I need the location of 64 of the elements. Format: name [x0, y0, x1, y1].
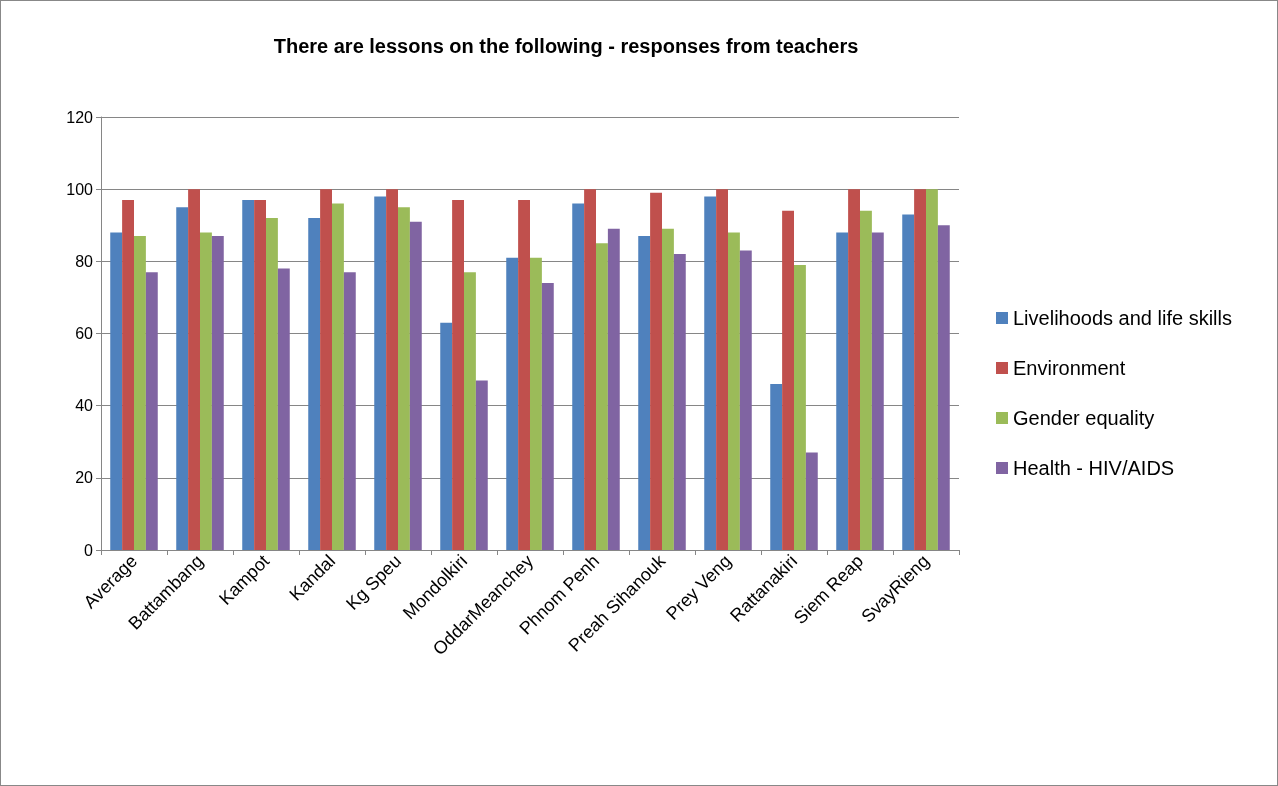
- bar: [607, 228, 620, 550]
- y-tick-label: 60: [75, 325, 94, 342]
- y-tick-label: 0: [84, 541, 94, 559]
- bar: [782, 210, 794, 550]
- bar: [464, 272, 476, 550]
- bar: [398, 207, 410, 550]
- bar: [506, 257, 519, 550]
- bar: [176, 207, 189, 550]
- y-tick-label: 120: [66, 108, 94, 126]
- bar: [794, 264, 806, 550]
- bar: [518, 199, 530, 550]
- legend-label: Livelihoods and life skills: [1013, 307, 1233, 329]
- bar: [937, 225, 950, 550]
- bar: [266, 218, 278, 550]
- bar: [308, 218, 321, 550]
- bar: [638, 236, 651, 550]
- bar: [704, 196, 717, 550]
- bar: [902, 214, 915, 550]
- bar: [145, 272, 158, 550]
- bar: [848, 189, 860, 550]
- bar: [716, 189, 728, 550]
- y-tick-label: 100: [66, 180, 94, 198]
- bar: [871, 232, 884, 550]
- legend-label: Health - HIV/AIDS: [1013, 457, 1175, 479]
- bar: [374, 196, 387, 550]
- y-tick-label: 40: [75, 397, 94, 415]
- chart-title: There are lessons on the following - responses from teachers: [273, 35, 859, 57]
- bar: [452, 199, 464, 550]
- bar: [530, 257, 542, 550]
- bar: [277, 268, 290, 550]
- bar: [188, 189, 200, 550]
- bar: [254, 199, 266, 550]
- bar: [662, 228, 674, 550]
- bar: [475, 380, 488, 550]
- bar: [728, 232, 740, 550]
- bar: [541, 282, 554, 550]
- bar: [343, 272, 356, 550]
- bar: [596, 243, 608, 550]
- bar: [860, 210, 872, 550]
- y-tick-label: 80: [75, 252, 94, 270]
- bar: [122, 199, 134, 550]
- bar: [110, 232, 123, 550]
- bar: [320, 189, 332, 550]
- bar: [926, 189, 938, 550]
- bar: [584, 189, 596, 550]
- bar: [572, 203, 585, 550]
- bar: [134, 236, 146, 550]
- bar: [739, 250, 752, 550]
- bar: [650, 192, 662, 550]
- bar: [386, 189, 398, 550]
- legend-label: Environment: [1013, 357, 1126, 379]
- bar: [673, 254, 686, 550]
- bar: [440, 322, 453, 550]
- bar: [805, 452, 818, 550]
- bar: [200, 232, 212, 550]
- bar: [332, 203, 344, 550]
- bar: [836, 232, 849, 550]
- legend-label: Gender equality: [1013, 407, 1155, 429]
- bar: [770, 384, 783, 550]
- bar: [409, 221, 422, 550]
- bar: [914, 189, 926, 550]
- bar: [211, 236, 224, 550]
- y-tick-label: 20: [75, 469, 94, 487]
- bar: [242, 199, 255, 550]
